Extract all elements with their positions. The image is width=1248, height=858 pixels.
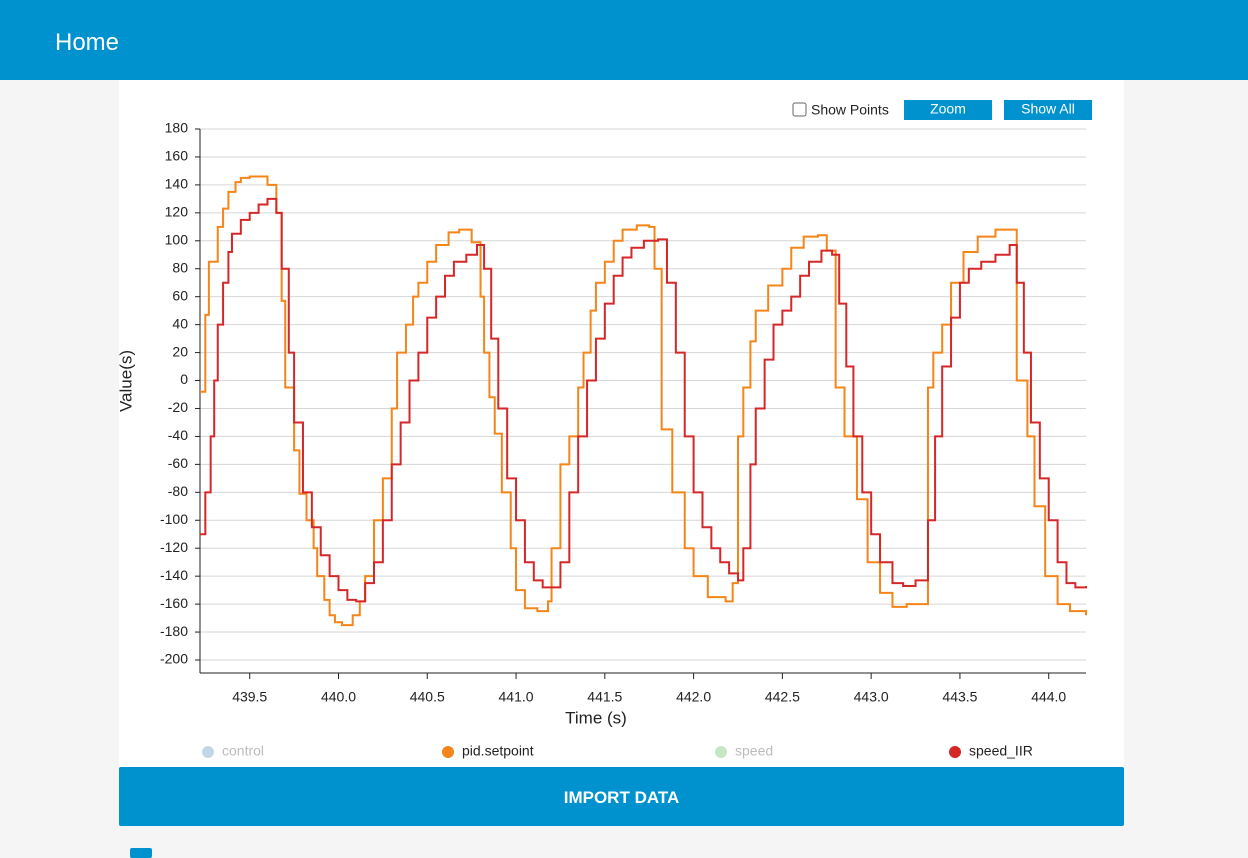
x-tick-label: 440.0: [321, 689, 356, 705]
legend-marker[interactable]: [715, 746, 727, 758]
legend-marker[interactable]: [202, 746, 214, 758]
y-tick-label: -100: [160, 511, 188, 527]
series-line: [200, 175, 1087, 627]
y-tick-label: 120: [165, 204, 189, 220]
y-tick-label: -160: [160, 595, 188, 611]
y-tick-label: 100: [165, 231, 189, 247]
x-tick-label: 441.0: [499, 689, 534, 705]
chart-card: [119, 80, 1124, 767]
checkbox[interactable]: [792, 102, 807, 117]
y-tick-label: -80: [168, 483, 188, 499]
x-tick-label: 440.5: [410, 689, 445, 705]
show-points-label[interactable]: Show Points: [811, 102, 889, 118]
chart: Show Points Zoom Show All Time (s) Value…: [116, 100, 1092, 759]
y-tick-label: 140: [165, 176, 189, 192]
y-tick-label: 80: [172, 259, 188, 275]
y-tick-label: 20: [172, 343, 188, 359]
x-tick-label: 439.5: [232, 689, 267, 705]
x-tick-label: 443.5: [942, 689, 977, 705]
y-tick-label: 60: [172, 287, 188, 303]
y-tick-label: -140: [160, 567, 188, 583]
y-tick-label: 0: [180, 371, 188, 387]
x-tick-label: 443.0: [854, 689, 889, 705]
zoom-button[interactable]: [904, 100, 992, 120]
y-axis-label: Value(s): [116, 350, 135, 412]
header-title: Home: [0, 0, 1248, 80]
legend-label[interactable]: speed: [735, 743, 773, 759]
x-axis-label: Time (s): [565, 708, 627, 727]
series-line: [200, 197, 1087, 603]
y-tick-label: 180: [165, 120, 189, 136]
x-tick-label: 442.5: [765, 689, 800, 705]
zoom-label[interactable]: Zoom: [930, 101, 966, 117]
y-tick-label: -200: [160, 651, 188, 667]
legend-marker[interactable]: [949, 746, 961, 758]
show-all-label[interactable]: Show All: [1021, 101, 1075, 117]
show-all-button[interactable]: [1004, 100, 1092, 120]
x-tick-label: 441.5: [587, 689, 622, 705]
y-tick-label: -60: [168, 455, 188, 471]
legend-marker[interactable]: [442, 746, 454, 758]
y-tick-label: -120: [160, 539, 188, 555]
legend-label[interactable]: control: [222, 743, 264, 759]
import-button[interactable]: IMPORT DATA: [119, 767, 1124, 826]
y-tick-label: -20: [168, 399, 188, 415]
x-tick-label: 442.0: [676, 689, 711, 705]
y-tick-label: 40: [172, 315, 188, 331]
y-tick-label: -180: [160, 623, 188, 639]
checkbox[interactable]: [130, 848, 152, 858]
legend-label[interactable]: speed_IIR: [969, 743, 1033, 759]
x-tick-label: 444.0: [1031, 689, 1066, 705]
legend-label[interactable]: pid.setpoint: [462, 743, 534, 759]
y-tick-label: 160: [165, 148, 189, 164]
y-tick-label: -40: [168, 427, 188, 443]
